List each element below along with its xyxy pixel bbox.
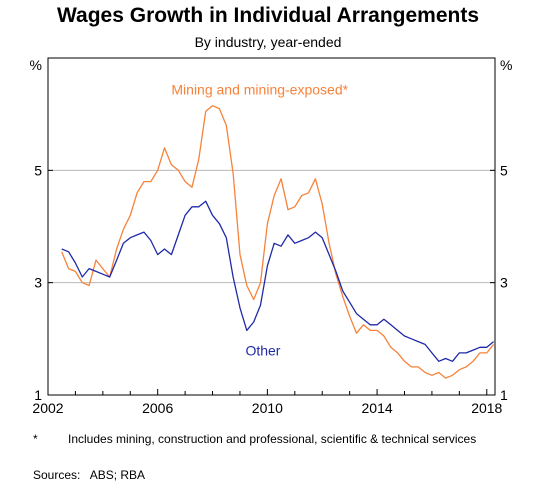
x-tick-label: 2002 (32, 400, 63, 416)
chart-title: Wages Growth in Individual Arrangements (57, 4, 479, 27)
y-tick-label-right: 5 (500, 162, 508, 178)
plot-frame (47, 57, 496, 396)
x-tick-label: 2014 (362, 400, 393, 416)
y-tick-label-left: 3 (34, 275, 42, 291)
y-axis-unit-right: % (500, 57, 512, 73)
y-tick-label-right: 3 (500, 275, 508, 291)
y-tick-label-left: 5 (34, 162, 42, 178)
series-label: Mining and mining-exposed* (171, 82, 348, 98)
sources-note: Sources: ABS; RBA (33, 468, 146, 482)
footnote-text: Includes mining, construction and profes… (68, 432, 477, 446)
series-line-mining (61, 105, 495, 379)
x-tick-label: 2006 (142, 400, 173, 416)
series-label: Other (245, 343, 280, 359)
y-axis-unit-left: % (30, 57, 42, 73)
chart-subtitle: By industry, year-ended (194, 34, 342, 50)
x-tick-label: 2018 (471, 400, 502, 416)
series-line-other (61, 200, 495, 362)
y-tick-label-right: 1 (500, 387, 508, 403)
x-tick-label: 2010 (252, 400, 283, 416)
y-tick-label-left: 1 (34, 387, 42, 403)
footnote-marker: * (33, 432, 38, 446)
